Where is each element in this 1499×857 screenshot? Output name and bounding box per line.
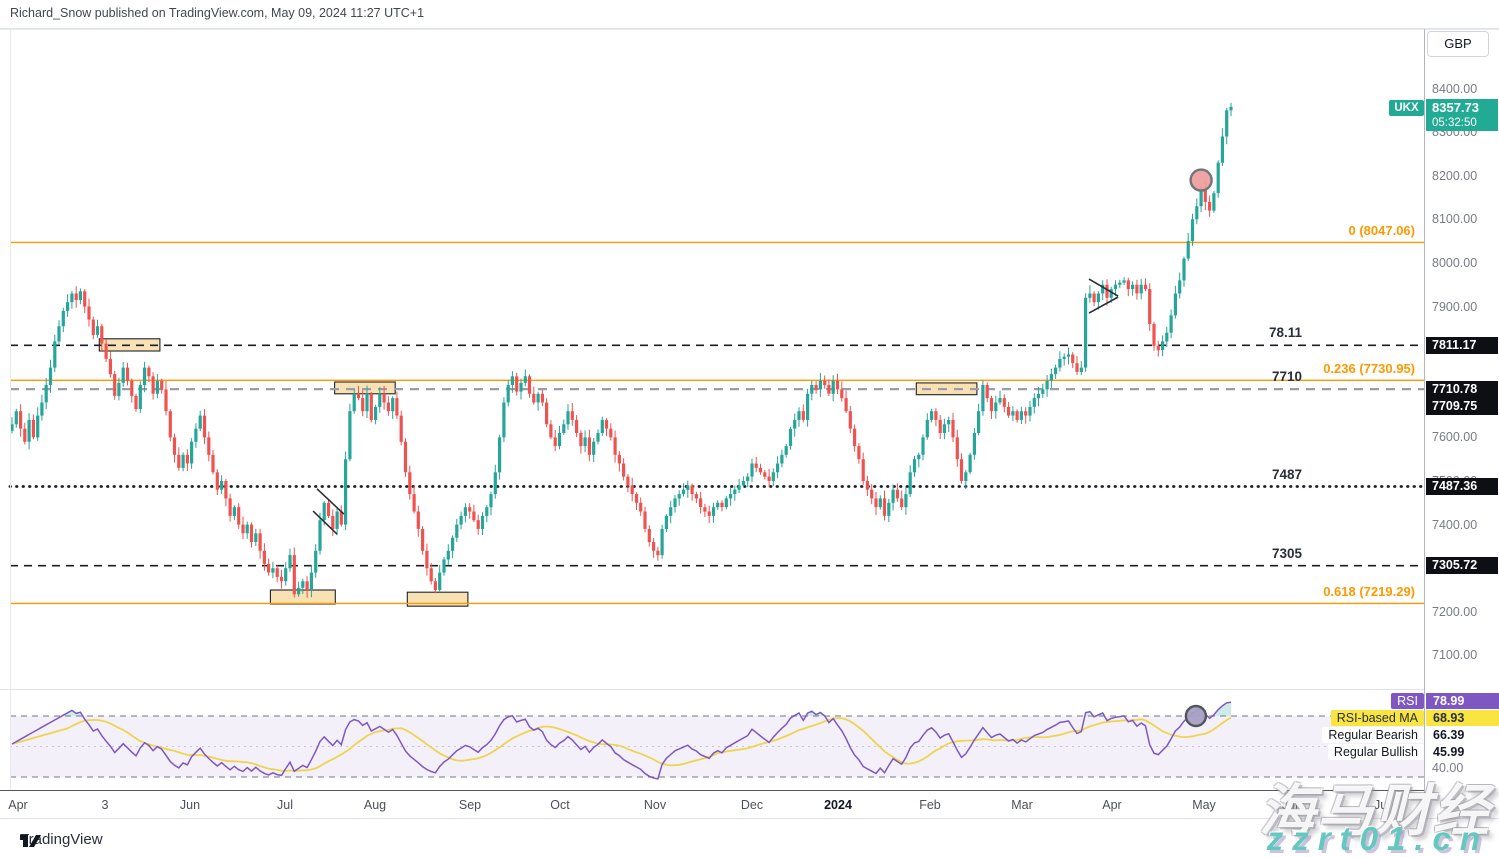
time-tick: Nov xyxy=(643,798,667,812)
rsi-value-badge: 78.99 xyxy=(1426,693,1499,709)
pennant-trendline xyxy=(1088,296,1119,314)
rsi-ma-value-badge: 68.93 xyxy=(1426,710,1499,726)
time-tick: Dec xyxy=(740,798,764,812)
fib-level-label: 0 (8047.06) xyxy=(1348,223,1416,239)
rsi-circle-marker xyxy=(1184,704,1208,728)
header-divider xyxy=(0,28,1499,29)
watermark-chinese: 海马财经 xyxy=(1259,779,1491,842)
fib-level-label: 0.618 (7219.29) xyxy=(1323,584,1415,600)
tradingview-logo-icon xyxy=(20,835,41,847)
price-scale-border xyxy=(1424,29,1425,818)
candlestick-series xyxy=(10,102,1233,598)
regular-bearish-value: 66.39 xyxy=(1433,728,1465,742)
pane-left-border xyxy=(10,29,11,790)
time-tick: Jul xyxy=(277,798,293,812)
rsi-pane-divider[interactable] xyxy=(0,689,1424,690)
rsi-ma-line xyxy=(11,716,1232,772)
supply-demand-zone xyxy=(334,381,396,395)
rsi-axis-tick: 40.00 xyxy=(1432,761,1464,775)
price-level-badge: 7811.17 xyxy=(1426,336,1498,354)
price-tick: 8100.00 xyxy=(1432,212,1478,227)
time-tick: Jun xyxy=(1281,798,1303,812)
rsi-overbought-fill xyxy=(63,702,1231,716)
time-tick: Apr xyxy=(8,798,28,812)
attribution-header: Richard_Snow published on TradingView.co… xyxy=(10,6,425,20)
time-tick: 2024 xyxy=(824,798,852,812)
price-tick: 8400.00 xyxy=(1432,81,1478,96)
time-tick: May xyxy=(1192,798,1216,812)
pane-top-border xyxy=(0,29,1499,30)
time-tick: Oct xyxy=(550,798,570,812)
last-price-value: 8357.73 xyxy=(1432,100,1479,115)
rsi-indicator-label[interactable]: RSI xyxy=(1391,693,1424,709)
currency-button[interactable]: GBP xyxy=(1427,31,1489,57)
time-tick: 3 xyxy=(101,798,109,812)
fib-level-label: 0.236 (7730.95) xyxy=(1323,361,1415,377)
regular-bearish-label[interactable]: Regular Bearish xyxy=(1322,727,1424,743)
level-label: 7487 xyxy=(1271,466,1302,482)
time-tick: Sep xyxy=(458,798,482,812)
price-tick: 8200.00 xyxy=(1432,168,1478,183)
level-label: 7710 xyxy=(1271,369,1302,385)
rsi-line xyxy=(11,701,1232,780)
price-level-badge: 7487.36 xyxy=(1426,478,1498,495)
symbol-ticker-tag: UKX xyxy=(1389,100,1424,116)
price-tick: 8000.00 xyxy=(1432,255,1478,270)
watermark-url: zzrt01.cn xyxy=(1266,820,1489,857)
last-price-badge: 8357.73 05:32:50 xyxy=(1426,99,1498,131)
regular-bullish-value: 45.99 xyxy=(1433,745,1465,759)
time-tick: Jun xyxy=(179,798,201,812)
tradingview-logo[interactable]: TradingView xyxy=(20,831,103,848)
pennant-trendline xyxy=(1088,278,1119,297)
price-tick: 7900.00 xyxy=(1432,299,1478,314)
regular-bullish-label[interactable]: Regular Bullish xyxy=(1327,744,1424,760)
bar-countdown: 05:32:50 xyxy=(1432,117,1477,129)
price-tick: 7600.00 xyxy=(1432,430,1478,445)
price-level-badge: 7305.72 xyxy=(1426,557,1498,575)
time-tick: Apr xyxy=(1102,798,1122,812)
level-label: 7305 xyxy=(1271,545,1302,561)
rsi-pane-bottom-border xyxy=(0,790,1424,791)
rsi-ma-label[interactable]: RSI-based MA xyxy=(1330,710,1424,726)
time-tick: Feb xyxy=(919,798,941,812)
price-tick: 7100.00 xyxy=(1432,648,1478,663)
price-level-badge: 7710.78 xyxy=(1426,380,1498,398)
time-tick: Mar xyxy=(1011,798,1033,812)
time-tick: Jul xyxy=(1374,798,1390,812)
price-circle-marker xyxy=(1189,168,1213,192)
level-label: 78.11 xyxy=(1268,325,1302,341)
price-tick: 7400.00 xyxy=(1432,517,1478,532)
bear-flag-trendline xyxy=(312,510,338,535)
time-tick: Aug xyxy=(363,798,387,812)
price-tick: 7200.00 xyxy=(1432,604,1478,619)
price-level-badge: 7709.75 xyxy=(1426,397,1498,415)
bear-flag-trendline xyxy=(316,488,345,515)
chart-bottom-border xyxy=(0,818,1499,819)
